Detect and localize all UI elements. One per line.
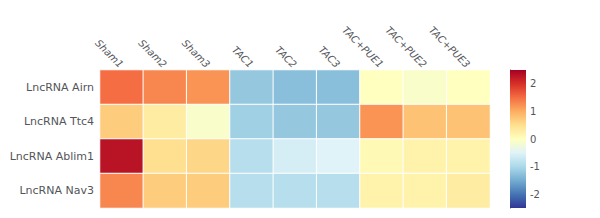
svg-text:LncRNA Nav3: LncRNA Nav3	[19, 184, 94, 197]
svg-text:TAC3: TAC3	[317, 44, 343, 70]
svg-text:LncRNA Ttc4: LncRNA Ttc4	[24, 115, 94, 128]
svg-text:Sham1: Sham1	[93, 37, 125, 69]
svg-text:2: 2	[530, 78, 536, 89]
svg-text:Sham2: Sham2	[136, 37, 168, 69]
svg-text:LncRNA Ablim1: LncRNA Ablim1	[10, 150, 94, 163]
svg-text:Sham3: Sham3	[180, 37, 212, 69]
svg-text:-1: -1	[530, 161, 540, 172]
svg-text:TAC+PUE1: TAC+PUE1	[340, 24, 385, 69]
svg-text:TAC1: TAC1	[230, 44, 256, 70]
svg-text:-2: -2	[530, 189, 540, 200]
svg-text:TAC2: TAC2	[273, 44, 299, 70]
svg-text:1: 1	[530, 106, 536, 117]
svg-text:TAC+PUE2: TAC+PUE2	[383, 24, 428, 69]
svg-text:TAC+PUE3: TAC+PUE3	[427, 24, 472, 69]
svg-text:LncRNA Airn: LncRNA Airn	[26, 81, 94, 94]
svg-text:0: 0	[530, 134, 536, 145]
